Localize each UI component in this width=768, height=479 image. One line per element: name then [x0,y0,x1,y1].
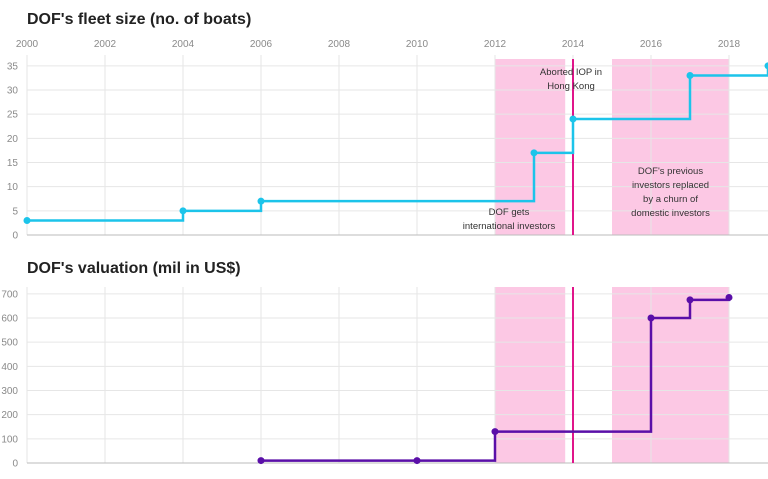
fleet-data-point [179,207,187,215]
valuation-chart-title: DOF's valuation (mil in US$) [27,260,241,277]
valuation-data-point [686,296,694,304]
valuation-data-point [413,457,421,465]
fleet-y-tick-label: 35 [7,61,19,72]
valuation-y-tick-label: 700 [1,289,18,300]
valuation-series-line [261,297,731,462]
valuation-shaded-period-1 [495,287,566,463]
fleet-data-point [530,149,538,157]
fleet-event-annotation: Hong Kong [547,81,595,92]
fleet-period-annotation: DOF gets [489,207,530,218]
valuation-y-tick-label: 0 [12,459,18,470]
fleet-period-annotation: investors replaced [632,180,709,191]
fleet-event-annotation: Aborted IOP in [540,67,602,78]
fleet-x-tick-label: 2008 [328,39,351,50]
fleet-y-tick-label: 0 [12,231,18,242]
fleet-y-tick-label: 20 [7,134,19,145]
fleet-x-tick-label: 2002 [94,39,117,50]
fleet-data-point [23,217,31,224]
valuation-y-tick-label: 200 [1,410,18,421]
fleet-period-annotation: international investors [463,221,556,232]
fleet-x-tick-label: 2000 [16,39,39,50]
valuation-y-tick-label: 400 [1,362,18,373]
fleet-data-point [257,197,265,205]
fleet-chart-title: DOF's fleet size (no. of boats) [27,11,252,28]
fleet-chart: 0 5 10 15 20 25 30 35 2000 2002 2004 2006 2008 2010 20… [7,39,768,242]
fleet-y-tick-label: 5 [12,206,18,217]
fleet-shaded-period-1 [495,59,566,235]
fleet-period-annotation: domestic investors [631,208,710,219]
fleet-x-tick-label: 2014 [562,39,585,50]
valuation-shaded-period-2 [612,287,729,463]
valuation-y-tick-label: 600 [1,314,18,325]
fleet-period-annotation: by a churn of [643,194,698,205]
fleet-y-tick-label: 30 [7,86,19,97]
valuation-data-point [257,457,265,465]
fleet-y-tick-label: 15 [7,158,19,169]
valuation-data-point [491,428,499,436]
fleet-data-point [686,72,694,79]
fleet-y-tick-label: 25 [7,110,19,121]
valuation-chart: 0 100 200 300 400 500 600 700 [1,287,768,470]
fleet-x-tick-label: 2010 [406,39,429,50]
fleet-x-tick-label: 2016 [640,39,663,50]
fleet-x-tick-label: 2012 [484,39,507,50]
valuation-y-tick-label: 100 [1,434,18,445]
fleet-x-tick-label: 2004 [172,39,195,50]
valuation-data-point [725,293,733,301]
fleet-data-point [764,62,768,70]
fleet-x-tick-label: 2018 [718,39,741,50]
fleet-y-tick-label: 10 [7,182,19,193]
fleet-period-annotation: DOF's previous [638,166,703,177]
fleet-shaded-period-2 [612,59,729,235]
valuation-y-tick-label: 500 [1,338,18,349]
fleet-data-point [569,115,577,123]
valuation-data-point [647,314,655,322]
fleet-x-tick-label: 2006 [250,39,273,50]
valuation-y-tick-label: 300 [1,386,18,397]
